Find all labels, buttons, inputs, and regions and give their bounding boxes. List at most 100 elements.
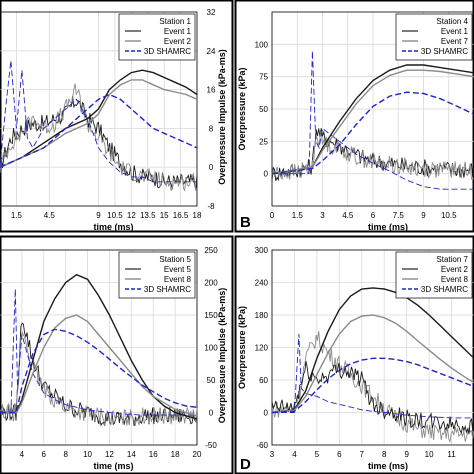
series-line-3d-shamrc-pressure <box>272 50 474 190</box>
series-line-event-1-pressure <box>0 96 198 191</box>
y2-tick-label: 8 <box>209 124 214 133</box>
x-axis-label: time (ms) <box>368 461 408 471</box>
y2-tick-label: 32 <box>207 8 216 17</box>
legend-entry: Event 1 <box>164 27 192 36</box>
y-tick-label: 25 <box>259 137 268 146</box>
series-line-event-2-impulse <box>271 314 474 414</box>
chart-panel-2: 0 1.5 3 4.5 6 7.5 9 10.5 time (ms) 0 25 50 75 100 Over… <box>234 0 474 233</box>
series-line-event-8-impulse <box>271 287 474 414</box>
series-line-3d-shamrc-pressure <box>272 333 474 419</box>
x-tick-label: 9 <box>421 211 426 220</box>
series-line-event-2-pressure <box>0 83 198 192</box>
legend-box <box>118 251 196 299</box>
y-tick-label: 240 <box>255 279 269 288</box>
series-line-event-2-impulse <box>0 79 198 168</box>
legend-entry: Event 1 <box>441 27 469 36</box>
legend-entry: Event 2 <box>441 265 469 274</box>
plot-area <box>0 11 198 207</box>
legend-entry: 3D SHAMRC <box>144 285 191 294</box>
panel-border <box>0 0 234 233</box>
legend-entry: 3D SHAMRC <box>421 285 468 294</box>
x-axis-label: time (ms) <box>93 222 133 232</box>
chart-panel-3: 4 6 8 10 12 14 16 18 20 time (ms) -50 0 50 100 150 200 2… <box>0 235 234 474</box>
x-tick-label: 0 <box>270 211 275 220</box>
y2-axis-label: Overpressure Impulse (kPa-ms) <box>217 288 227 424</box>
legend-title: Station 7 <box>436 255 468 264</box>
legend-entry: 3D SHAMRC <box>144 47 191 56</box>
y2-tick-label: 50 <box>207 376 216 385</box>
legend-entry: Event 7 <box>441 37 469 46</box>
x-tick-label: 9 <box>404 450 409 459</box>
x-tick-label: 16.5 <box>173 211 189 220</box>
x-tick-label: 6 <box>42 450 47 459</box>
x-tick-label: 10.5 <box>107 211 123 220</box>
y-tick-label: -60 <box>256 441 268 450</box>
x-tick-label: 10 <box>425 450 434 459</box>
x-tick-label: 16 <box>149 450 158 459</box>
series-line-3d-shamrc-impulse <box>0 328 198 414</box>
x-tick-label: 6 <box>371 211 376 220</box>
y-axis-label: Overpressure (kPa) <box>237 306 247 389</box>
x-axis-label: time (ms) <box>368 222 408 232</box>
x-tick-label: 12 <box>105 450 114 459</box>
y2-tick-label: 24 <box>207 47 216 56</box>
x-tick-label: 4 <box>20 450 25 459</box>
x-tick-label: 9 <box>96 211 101 220</box>
legend-box <box>395 251 473 299</box>
x-tick-label: 3 <box>270 450 275 459</box>
y-tick-label: 0 <box>264 170 269 179</box>
x-tick-label: 13.5 <box>140 211 156 220</box>
x-tick-label: 1.5 <box>11 211 23 220</box>
legend-title: Station 1 <box>159 17 191 26</box>
y-tick-label: 120 <box>255 344 269 353</box>
y-tick-label: 0 <box>264 409 269 418</box>
y2-tick-label: 150 <box>204 311 218 320</box>
series-line-3d-shamrc-impulse <box>271 357 474 414</box>
y2-tick-label: 200 <box>204 279 218 288</box>
x-tick-label: 12 <box>127 211 136 220</box>
x-tick-label: 5 <box>315 450 320 459</box>
plot-area <box>0 249 198 446</box>
y-tick-label: 100 <box>255 40 269 49</box>
y2-tick-label: -50 <box>205 441 217 450</box>
legend-entry: 3D SHAMRC <box>421 47 468 56</box>
panel-label: D <box>240 456 251 473</box>
x-tick-label: 4 <box>292 450 297 459</box>
series-line-3d-shamrc-impulse <box>271 91 474 175</box>
legend-box <box>395 13 473 61</box>
y2-tick-label: 100 <box>204 344 218 353</box>
x-tick-label: 11 <box>447 450 456 459</box>
x-tick-label: 4.5 <box>44 211 56 220</box>
y2-tick-label: 0 <box>209 409 214 418</box>
legend-entry: Event 8 <box>441 275 469 284</box>
y-tick-label: 75 <box>259 73 268 82</box>
x-tick-label: 1.5 <box>292 211 304 220</box>
y-tick-label: 300 <box>255 246 269 255</box>
y2-tick-label: 16 <box>207 86 216 95</box>
series-line-3d-shamrc-pressure <box>0 60 197 183</box>
plot-area <box>271 249 474 446</box>
x-tick-label: 7.5 <box>393 211 405 220</box>
x-tick-label: 20 <box>193 450 202 459</box>
legend-box <box>118 13 196 61</box>
x-tick-label: 4.5 <box>342 211 354 220</box>
y-axis-label: Overpressure (kPa) <box>237 67 247 150</box>
series-line-event-1-impulse <box>271 64 474 175</box>
legend-entry: Event 8 <box>164 275 192 284</box>
x-tick-label: 10.5 <box>441 211 457 220</box>
series-line-event-1-impulse <box>0 69 198 168</box>
legend-entry: Event 5 <box>164 265 192 274</box>
x-tick-label: 6 <box>337 450 342 459</box>
series-line-event-8-pressure <box>271 361 474 435</box>
y-tick-label: 180 <box>255 311 269 320</box>
x-tick-label: 15 <box>160 211 169 220</box>
panel-label: B <box>240 214 251 231</box>
y-tick-label: 60 <box>259 376 268 385</box>
chart-panel-4: 3 4 5 6 7 8 9 10 11 time (ms) -60 0 60 120 180 240 300 Ov… <box>234 235 474 474</box>
legend-entry: Event 2 <box>164 37 192 46</box>
x-tick-label: 18 <box>193 211 202 220</box>
legend-title: Station 4 <box>436 17 468 26</box>
series-line-3d-shamrc-impulse <box>0 93 198 168</box>
x-tick-label: 7 <box>360 450 365 459</box>
